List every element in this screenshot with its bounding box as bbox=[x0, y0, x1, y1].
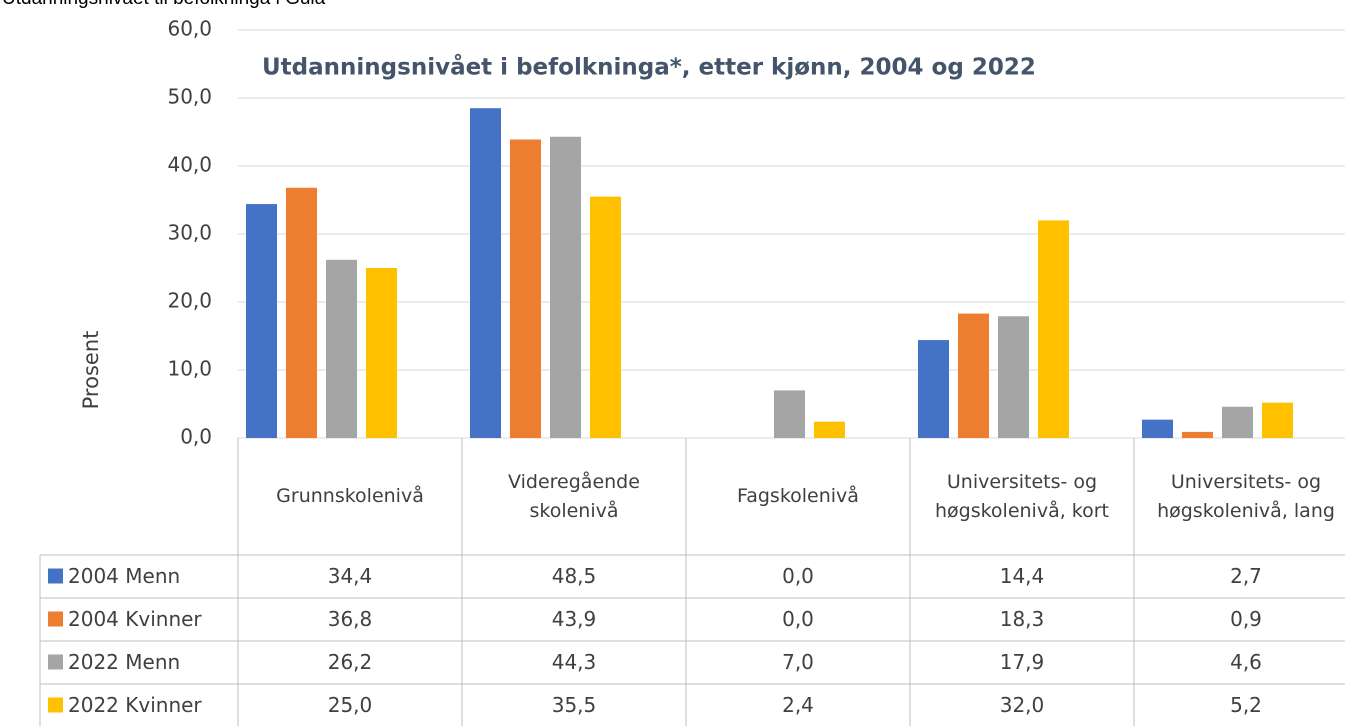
legend-swatch bbox=[48, 611, 63, 627]
x-tick-label: Universitets- og høgskolenivå, lang bbox=[1157, 470, 1335, 522]
table-value: 17,9 bbox=[1000, 650, 1045, 674]
table-value: 25,0 bbox=[328, 693, 373, 717]
legend-swatch bbox=[48, 654, 63, 670]
bar bbox=[1142, 419, 1173, 438]
bar bbox=[814, 421, 845, 438]
chart-title: Utdanningsnivået i befolkninga*, etter k… bbox=[262, 54, 1036, 81]
table-value: 48,5 bbox=[552, 564, 597, 588]
bar bbox=[286, 187, 317, 438]
y-axis-label: Prosent bbox=[79, 331, 103, 410]
table-value: 36,8 bbox=[328, 607, 373, 631]
table-value: 43,9 bbox=[552, 607, 597, 631]
y-tick-label: 40,0 bbox=[167, 153, 212, 177]
y-tick-label: 0,0 bbox=[180, 425, 212, 449]
y-tick-label: 30,0 bbox=[167, 221, 212, 245]
table-value: 26,2 bbox=[328, 650, 373, 674]
legend-label: 2022 Menn bbox=[68, 650, 180, 674]
heading: Utdanningsnivået til befolkninga i Gula bbox=[2, 0, 325, 10]
bar bbox=[326, 259, 357, 438]
bar bbox=[1262, 402, 1293, 438]
table-value: 35,5 bbox=[552, 693, 597, 717]
bar bbox=[1222, 406, 1253, 438]
bar bbox=[246, 204, 277, 438]
table-value: 0,0 bbox=[782, 564, 814, 588]
table-value: 44,3 bbox=[552, 650, 597, 674]
y-tick-label: 50,0 bbox=[167, 85, 212, 109]
bar bbox=[998, 316, 1029, 438]
legend-label: 2004 Kvinner bbox=[68, 607, 202, 631]
legend-label: 2004 Menn bbox=[68, 564, 180, 588]
bar bbox=[774, 390, 805, 438]
bar bbox=[590, 196, 621, 438]
table-value: 34,4 bbox=[328, 564, 373, 588]
table-value: 2,7 bbox=[1230, 564, 1262, 588]
legend-label: 2022 Kvinner bbox=[68, 693, 202, 717]
bar bbox=[366, 268, 397, 438]
table-value: 4,6 bbox=[1230, 650, 1262, 674]
bar bbox=[510, 139, 541, 439]
table-value: 0,9 bbox=[1230, 607, 1262, 631]
x-tick-label: Videregående skolenivå bbox=[508, 470, 640, 522]
x-tick-label: Grunnskolenivå bbox=[276, 485, 424, 507]
bar bbox=[958, 313, 989, 438]
table-value: 5,2 bbox=[1230, 693, 1262, 717]
y-tick-label: 10,0 bbox=[167, 357, 212, 381]
bar bbox=[918, 340, 949, 438]
y-tick-label: 60,0 bbox=[167, 17, 212, 41]
table-value: 14,4 bbox=[1000, 564, 1045, 588]
table-value: 18,3 bbox=[1000, 607, 1045, 631]
table-value: 7,0 bbox=[782, 650, 814, 674]
bar bbox=[1182, 431, 1213, 438]
legend-swatch bbox=[48, 697, 63, 713]
y-tick-label: 20,0 bbox=[167, 289, 212, 313]
x-tick-label: Fagskolenivå bbox=[737, 485, 859, 507]
legend-swatch bbox=[48, 568, 63, 584]
bar bbox=[550, 136, 581, 438]
table-value: 2,4 bbox=[782, 693, 814, 717]
bar bbox=[1038, 220, 1069, 438]
table-value: 32,0 bbox=[1000, 693, 1045, 717]
bar bbox=[470, 108, 501, 438]
x-tick-label: Universitets- og høgskolenivå, kort bbox=[934, 470, 1110, 522]
table-value: 0,0 bbox=[782, 607, 814, 631]
